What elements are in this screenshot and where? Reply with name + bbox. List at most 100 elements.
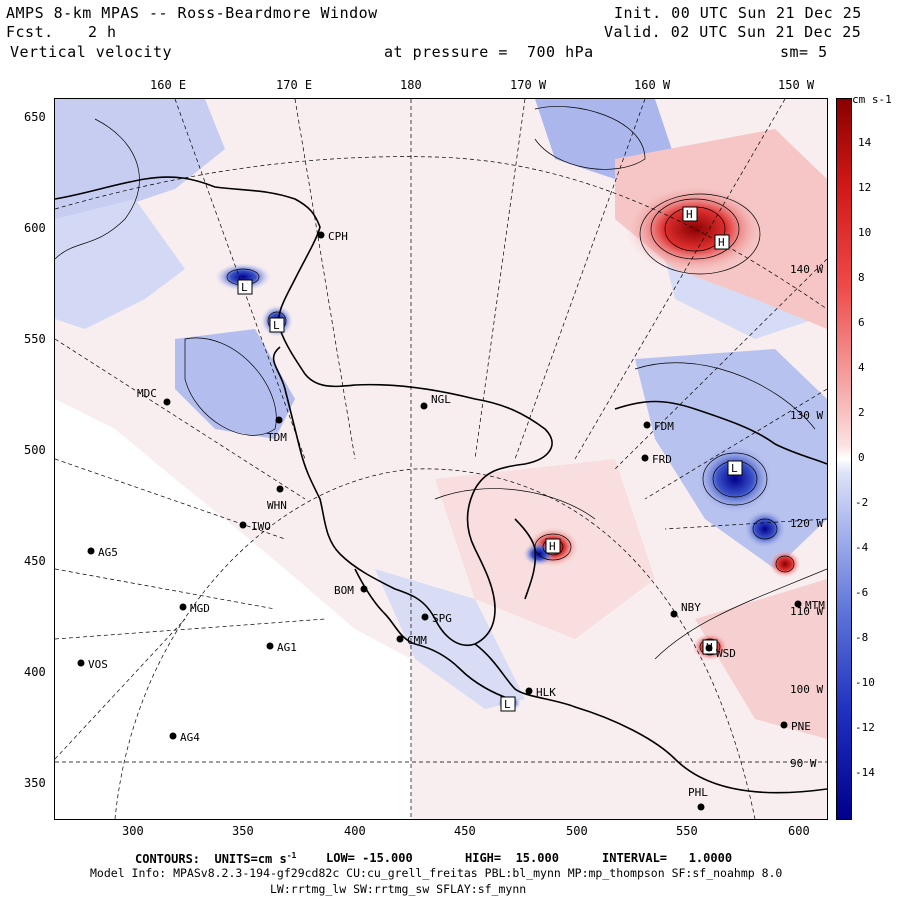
y-tick-450: 450 [24,554,46,568]
init-time: Init. 00 UTC Sun 21 Dec 25 [614,4,862,22]
station-label: FDM [654,420,674,433]
footer-high: HIGH= 15.000 [465,851,559,865]
station-label: IWO [251,520,271,533]
x-tick-300: 300 [122,824,144,838]
station-label: SPG [432,612,452,625]
y-tick-550: 550 [24,332,46,346]
right-meridian-labels: 140 W 130 W 120 W 110 W 100 W 90 W [790,263,823,770]
station-label: NBY [681,601,701,614]
y-tick-500: 500 [24,443,46,457]
forecast-label: Fcst. [6,23,54,41]
y-tick-350: 350 [24,776,46,790]
max-updraft-mtm [769,550,801,578]
colorbar-gradient [837,99,851,819]
smoothing-value: sm= 5 [780,43,828,61]
lon-label-150w: 150 W [778,78,815,92]
colorbar-tick: 4 [858,361,865,374]
lon-label-160e: 160 E [150,78,187,92]
lon-label-180: 180 [400,78,422,92]
station-label: AG5 [98,546,118,559]
colorbar-tick: -14 [855,766,875,779]
valid-time: Valid. 02 UTC Sun 21 Dec 25 [604,23,862,41]
footer-model-info-2: LW:rrtmg_lw SW:rrtmg_sw SFLAY:sf_mynn [270,882,527,896]
station-label: NGL [431,393,451,406]
colorbar-unit: cm s-1 [852,93,892,106]
min-downdraft-e2 [743,509,787,549]
meridian-label-130w: 130 W [790,409,823,422]
x-tick-600: 600 [788,824,810,838]
colorbar-tick: -4 [855,541,869,554]
footer-model-info: Model Info: MPASv8.2.3-194-gf29cd82c CU:… [90,866,783,880]
footer-contours-units: CONTOURS: UNITS=cm s [135,852,287,866]
map-panel: L L L H H H H L 140 W 130 W 120 W 110 W … [54,98,828,820]
meridian-label-140w: 140 W [790,263,823,276]
coastline [55,176,827,794]
extrema-label: L [273,319,280,332]
meridian-label-110w: 110 W [790,605,823,618]
field-blue-w [55,199,185,329]
colorbar-tick: 2 [858,406,865,419]
colorbar [836,98,852,820]
y-tick-400: 400 [24,665,46,679]
extrema-label: L [241,281,248,294]
lon-label-160w: 160 W [634,78,671,92]
contour-lines [55,106,827,660]
forecast-hours: 2 h [88,23,117,41]
extrema-label: L [731,462,738,475]
graticule [55,99,827,819]
lon-label-170w: 170 W [510,78,547,92]
station-label: WSD [716,647,736,660]
station-label: MGD [190,602,210,615]
extrema-label: H [686,208,693,221]
colorbar-tick: -6 [855,586,869,599]
lon-label-170e: 170 E [276,78,313,92]
x-tick-500: 500 [566,824,588,838]
colorbar-tick: 14 [858,136,872,149]
colorbar-tick: 6 [858,316,865,329]
extrema-label: L [504,698,511,711]
meridian-label-100w: 100 W [790,683,823,696]
station-label: PHL [688,786,708,799]
extrema-label: H [718,236,725,249]
meridian-label-120w: 120 W [790,517,823,530]
station-label: CPH [328,230,348,243]
min-downdraft-nw [215,263,271,291]
colorbar-tick: -12 [855,721,875,734]
station-label: BOM [334,584,354,597]
pressure-level: at pressure = 700 hPa [384,43,594,61]
station-label: HLK [536,686,556,699]
field-red-se [695,579,827,739]
footer-contours-sup: -1 [286,851,297,860]
extrema-label: H [549,540,556,553]
colorbar-tick: -10 [855,676,875,689]
station-label: MTM [805,599,825,612]
x-tick-350: 350 [232,824,254,838]
station-label: FRD [652,453,672,466]
variable-name: Vertical velocity [10,43,173,61]
station-label: AG1 [277,641,297,654]
no-data-region [55,399,411,819]
colorbar-tick: 8 [858,271,865,284]
station-label: AG4 [180,731,200,744]
station-label: MDC [137,387,157,400]
x-tick-550: 550 [676,824,698,838]
footer-low: LOW= -15.000 [326,851,413,865]
meridian-label-90w: 90 W [790,757,817,770]
y-tick-600: 600 [24,221,46,235]
station-label: TDM [267,431,287,444]
station-label: VOS [88,658,108,671]
colorbar-tick: -8 [855,631,869,644]
map-svg: L L L H H H H L 140 W 130 W 120 W 110 W … [55,99,827,819]
colorbar-tick: 12 [858,181,872,194]
footer-contours: CONTOURS: UNITS=cm s-1 [135,851,296,866]
station-label: CMM [407,634,427,647]
x-tick-400: 400 [344,824,366,838]
station-label: PNE [791,720,811,733]
field-blue-mdc [175,329,295,439]
footer-interval: INTERVAL= 1.0000 [602,851,733,865]
station-label: WHN [267,499,287,512]
stations: CPH MDC TDM NGL WHN IWO AG5 MGD BOM AG1 … [77,230,825,811]
colorbar-tick: -2 [855,496,869,509]
map-title: AMPS 8-km MPAS -- Ross-Beardmore Window [6,4,378,22]
x-tick-450: 450 [454,824,476,838]
